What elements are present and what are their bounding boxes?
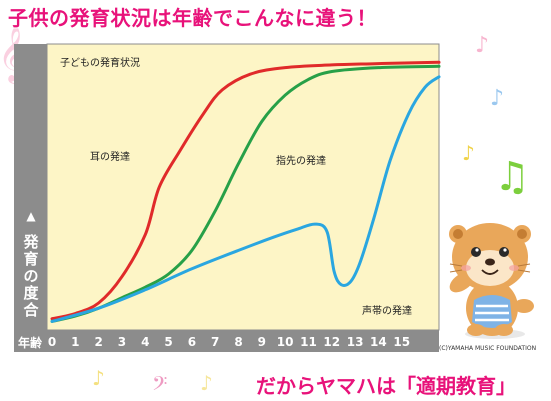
- x-tick-label: 13: [347, 335, 364, 349]
- x-tick-label: 6: [188, 335, 196, 349]
- x-tick-label: 3: [118, 335, 126, 349]
- x-tick-label: 0: [48, 335, 56, 349]
- music-note-icon: ♪: [462, 141, 475, 165]
- svg-text:♫: ♫: [494, 154, 530, 200]
- y-axis-band: [14, 44, 47, 330]
- svg-text:♪: ♪: [92, 366, 105, 390]
- x-tick-label: 15: [393, 335, 410, 349]
- x-tick-label: 10: [277, 335, 294, 349]
- series-label-ear: 耳の発達: [90, 150, 130, 163]
- x-tick-label: 9: [258, 335, 266, 349]
- series-label-finger: 指先の発達: [276, 154, 326, 167]
- plot-area: [46, 43, 440, 331]
- svg-text:𝄢: 𝄢: [152, 372, 167, 400]
- music-note-icon: ♫: [494, 154, 530, 200]
- x-tick-label: 8: [234, 335, 242, 349]
- music-note-icon: ♪: [490, 86, 504, 111]
- x-tick-label: 14: [370, 335, 387, 349]
- y-axis-arrow: ▲: [26, 209, 36, 223]
- x-tick-label: 7: [211, 335, 219, 349]
- x-tick-label: 4: [141, 335, 149, 349]
- series-line-voice: [50, 75, 441, 323]
- series-label-voice: 声帯の発達: [362, 304, 412, 317]
- y-axis-label-char: 発: [22, 233, 39, 251]
- y-axis-label-char: 育: [23, 250, 38, 268]
- series-layer: [50, 60, 441, 323]
- svg-text:♪: ♪: [490, 86, 504, 111]
- x-tick-label: 2: [94, 335, 102, 349]
- x-tick-label: 5: [164, 335, 172, 349]
- music-note-icon: ♪: [475, 33, 489, 58]
- svg-text:♪: ♪: [462, 141, 475, 165]
- x-tick-label: 11: [300, 335, 317, 349]
- yamaha-otter-mascot: [449, 223, 534, 339]
- music-note-icon: ♪: [92, 366, 105, 390]
- y-axis-label-char: 合: [22, 301, 39, 319]
- footer-slogan: だからヤマハは「適期教育」: [256, 374, 516, 398]
- x-tick-label: 1: [71, 335, 79, 349]
- chart-title: 子どもの発育状況: [60, 56, 140, 69]
- y-axis-label-char: 度: [23, 284, 39, 302]
- x-axis-band: [14, 330, 439, 352]
- music-note-icon: ♪: [200, 371, 213, 395]
- x-tick-label: 12: [323, 335, 340, 349]
- series-line-ear: [50, 60, 441, 321]
- x-tick-labels: 0 1 2 3 4 5 6 7 8 9 10 11 12 13 14 15: [48, 335, 410, 349]
- headline: 子供の発育状況は年齢でこんなに違う！: [8, 6, 377, 30]
- svg-text:♪: ♪: [475, 33, 489, 58]
- y-axis-label-char: の: [23, 267, 38, 285]
- x-axis-label: 年齢: [18, 335, 43, 350]
- bass-clef-icon: 𝄢: [152, 372, 167, 400]
- copyright-credit: (C)YAMAHA MUSIC FOUNDATION: [439, 345, 537, 352]
- svg-text:♪: ♪: [200, 371, 213, 395]
